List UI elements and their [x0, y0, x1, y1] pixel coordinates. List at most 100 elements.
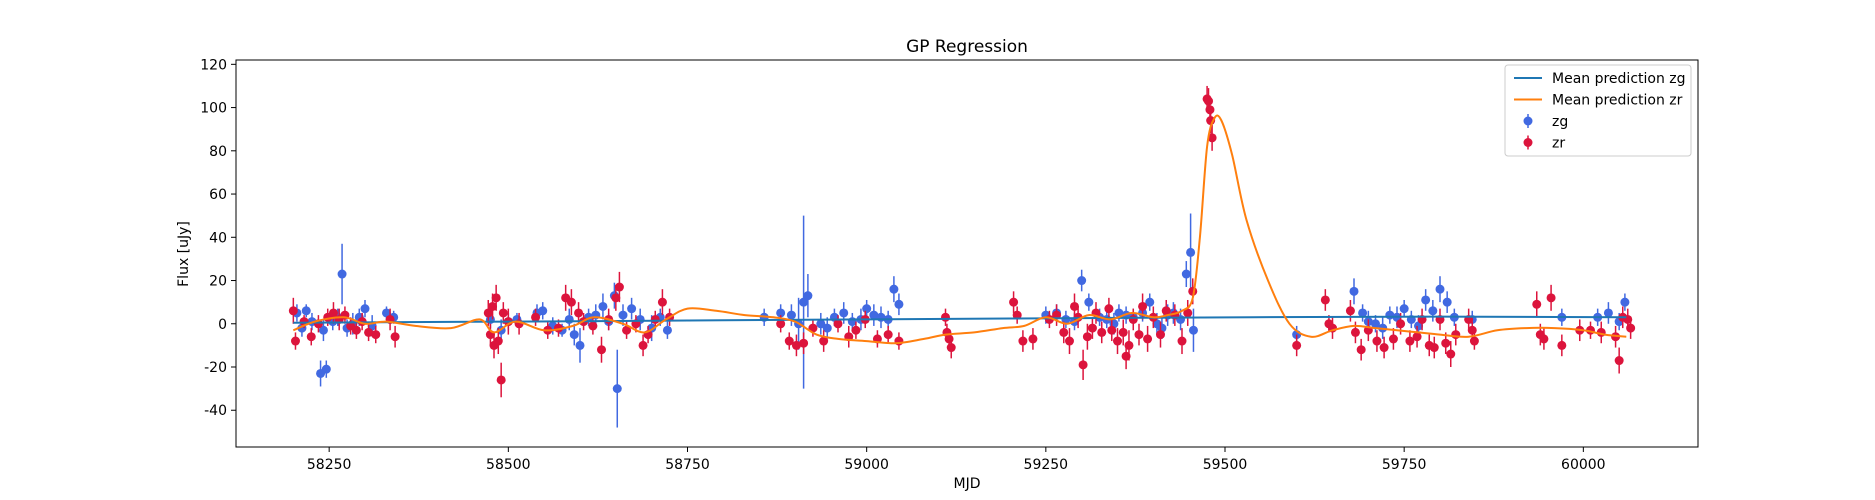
zr-point-89 [1161, 306, 1171, 316]
zr-point-16 [483, 308, 493, 318]
zr-point-56 [883, 330, 893, 340]
zr-point-105 [1356, 345, 1366, 355]
zg-point-92 [1428, 306, 1438, 316]
zg-point-22 [538, 306, 548, 316]
zr-point-45 [776, 319, 786, 329]
x-tick-label-58750: 58750 [665, 457, 710, 473]
zg-point-33 [612, 384, 622, 394]
zg-point-71 [1145, 297, 1155, 307]
zr-point-13 [371, 330, 381, 340]
zr-point-86 [1143, 334, 1153, 344]
zg-point-41 [776, 308, 786, 318]
zr-point-91 [1177, 336, 1187, 346]
zr-point-31 [574, 308, 584, 318]
zr-point-115 [1429, 343, 1439, 353]
zg-point-78 [1186, 247, 1196, 257]
zr-point-6 [328, 308, 338, 318]
y-tick-label-60: 60 [209, 187, 227, 203]
x-axis-label: MJD [954, 476, 981, 492]
series-zg [292, 213, 1630, 428]
y-tick-label-120: 120 [200, 57, 227, 73]
zr-point-21 [493, 336, 503, 346]
zg-point-34 [618, 310, 628, 320]
zr-point-37 [614, 282, 624, 292]
zr-point-99 [1292, 340, 1302, 350]
zr-point-30 [566, 297, 576, 307]
zr-point-82 [1124, 340, 1134, 350]
x-tick-label-58250: 58250 [307, 457, 352, 473]
zg-point-84 [1371, 319, 1380, 329]
zg-point-88 [1399, 304, 1409, 314]
zr-point-43 [657, 297, 667, 307]
series-zr [288, 85, 1636, 398]
zr-point-85 [1138, 301, 1148, 311]
zg-point-25 [564, 314, 574, 324]
zr-point-20 [491, 293, 501, 303]
zg-point-77 [1181, 269, 1191, 279]
zg-point-30 [598, 301, 608, 311]
zg-point-39 [662, 325, 672, 335]
zg-point-91 [1421, 295, 1431, 305]
zg-point-82 [1358, 308, 1368, 318]
x-tick-label-59750: 59750 [1382, 457, 1427, 473]
zr-point-108 [1379, 343, 1389, 353]
zr-point-83 [1128, 314, 1138, 324]
zr-point-68 [1059, 327, 1069, 337]
zr-point-3 [306, 332, 316, 342]
zr-point-63 [1012, 310, 1022, 320]
zg-point-81 [1349, 286, 1359, 296]
zg-point-6 [321, 364, 331, 374]
zr-point-117 [1441, 338, 1451, 348]
zr-point-79 [1113, 336, 1122, 346]
zr-point-57 [894, 336, 904, 346]
y-tick-label--20: -20 [204, 360, 227, 376]
y-tick-label-20: 20 [209, 274, 227, 290]
zr-point-48 [799, 338, 809, 348]
zr-point-51 [833, 319, 843, 329]
zr-point-98 [1207, 133, 1217, 143]
x-tick-label-58500: 58500 [486, 457, 531, 473]
zr-point-123 [1532, 299, 1542, 309]
x-tick-label-59000: 59000 [844, 457, 889, 473]
zr-point-47 [791, 340, 801, 350]
legend-label-3: zr [1552, 136, 1565, 152]
y-tick-label-100: 100 [200, 101, 227, 117]
zg-point-35 [627, 304, 637, 314]
zr-point-12 [364, 327, 374, 337]
x-tick-label-59500: 59500 [1203, 457, 1248, 473]
zr-point-38 [622, 325, 632, 335]
zg-point-9 [337, 269, 347, 279]
legend-label-0: Mean prediction zg [1552, 71, 1686, 87]
zr-point-18 [488, 301, 498, 311]
zg-point-42 [786, 310, 796, 320]
zr-point-60 [944, 334, 954, 344]
legend-box [1504, 64, 1692, 157]
zr-point-22 [496, 375, 506, 385]
zr-point-109 [1388, 334, 1398, 344]
mean-prediction-line-0 [293, 315, 1627, 324]
zr-point-58 [941, 312, 950, 322]
zr-point-26 [531, 312, 541, 322]
zg-point-44 [799, 297, 809, 307]
zr-point-10 [351, 325, 361, 335]
zr-point-73 [1082, 332, 1092, 342]
zr-point-80 [1118, 327, 1128, 337]
zr-point-61 [946, 343, 956, 353]
legend: Mean prediction zg Mean prediction zr zg zr [1504, 64, 1692, 157]
y-axis-label: Flux [uJy] [176, 221, 192, 287]
zr-point-42 [650, 314, 660, 324]
zr-point-107 [1372, 336, 1382, 346]
chart-title: GP Regression [906, 37, 1028, 57]
mean-prediction-line-1 [292, 114, 1627, 345]
zr-point-104 [1350, 327, 1360, 337]
plot-area [288, 85, 1636, 428]
zg-point-93 [1435, 284, 1445, 294]
zg-point-62 [1077, 276, 1087, 286]
zr-point-88 [1156, 330, 1165, 340]
y-tick-label-40: 40 [209, 230, 227, 246]
axes-frame [235, 59, 1699, 448]
axes: 58250 58500 58750 59000 59250 59500 59750 60000… [200, 57, 1699, 473]
legend-label-2: zg [1552, 114, 1568, 130]
legend-swatch-point-3 [1523, 138, 1533, 147]
